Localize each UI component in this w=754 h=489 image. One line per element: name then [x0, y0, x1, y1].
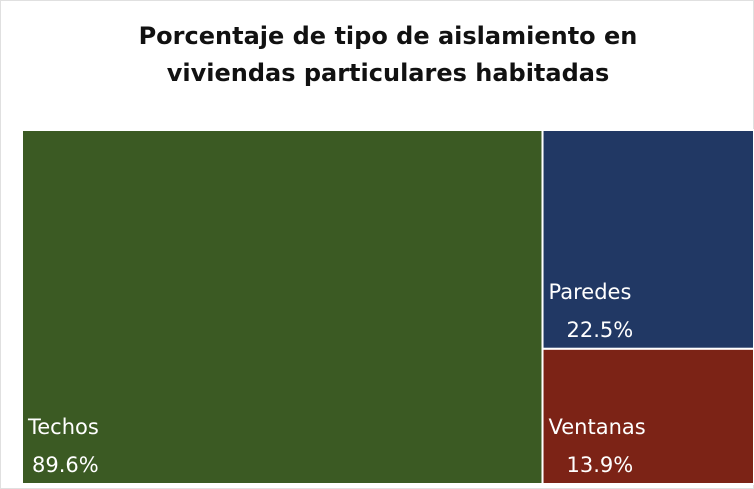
tile-label: Techos [27, 415, 99, 439]
treemap-tile [541, 129, 754, 350]
chart-title: Porcentaje de tipo de aislamiento en viv… [138, 22, 638, 87]
treemap-tile [21, 129, 544, 485]
treemap-tile [541, 347, 754, 486]
tile-value-label: 89.6% [32, 453, 99, 477]
tile-value-label: 22.5% [567, 318, 634, 342]
tile-label: Paredes [549, 280, 632, 304]
tile-label: Ventanas [549, 415, 646, 439]
tile-value-label: 13.9% [567, 453, 634, 477]
